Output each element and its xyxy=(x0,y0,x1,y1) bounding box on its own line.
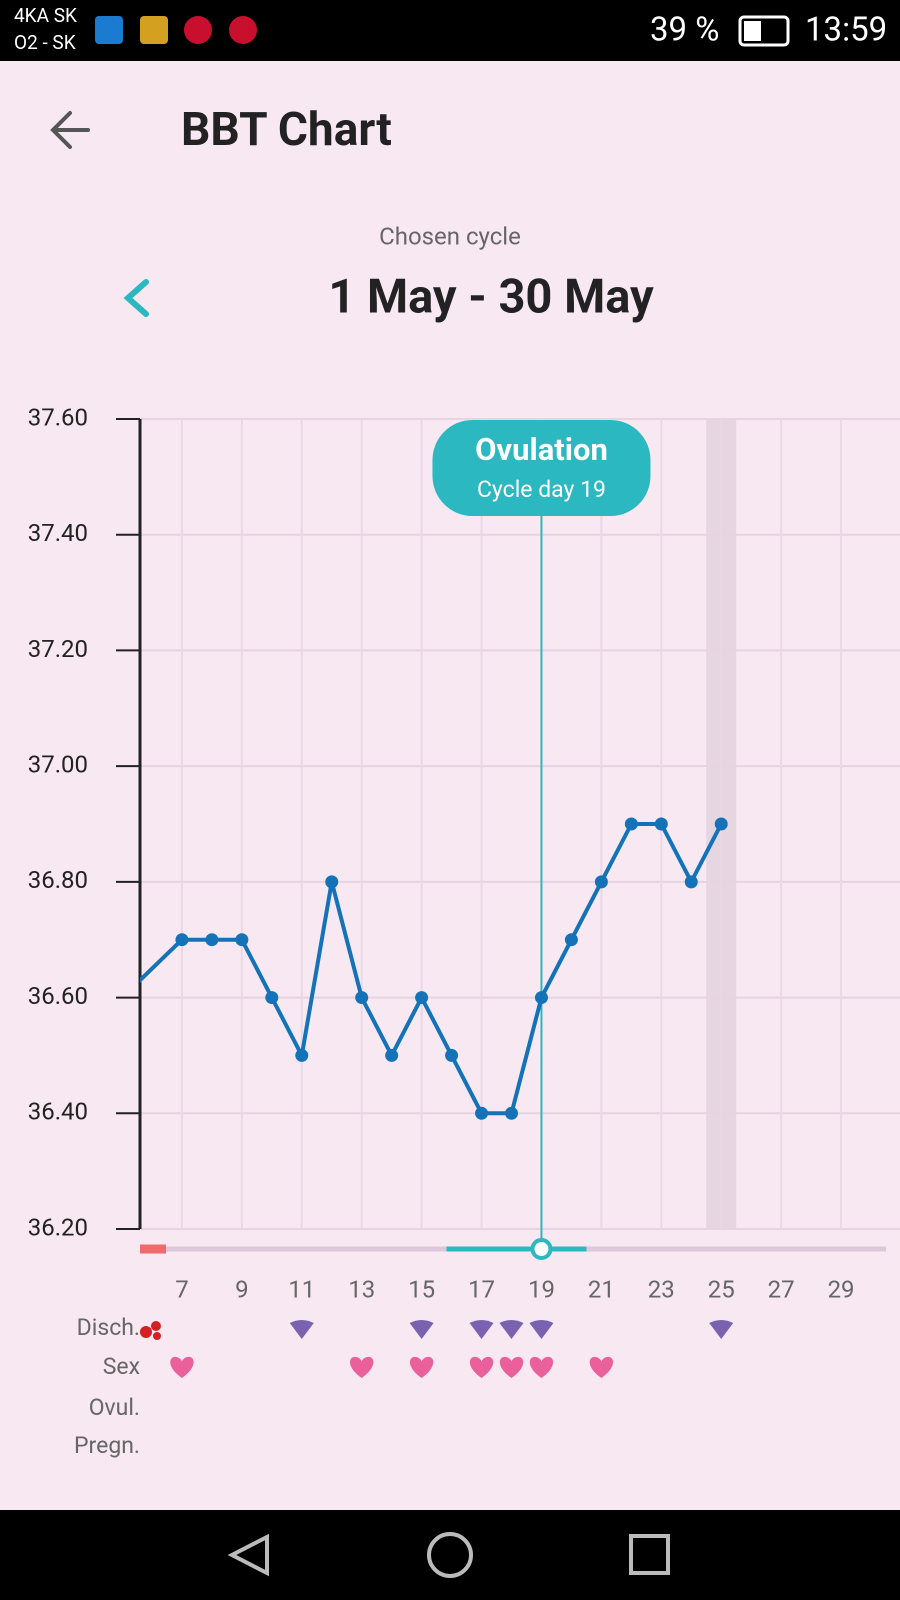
y-tick-label: 37.00 xyxy=(28,750,88,778)
temperature-point xyxy=(505,1106,519,1120)
temperature-point xyxy=(175,933,189,947)
temperature-point xyxy=(355,991,369,1005)
discharge-icon xyxy=(469,1320,494,1339)
temperature-point xyxy=(415,991,429,1005)
nav-back[interactable] xyxy=(227,1533,269,1577)
x-tick-label: 27 xyxy=(768,1275,795,1303)
sex-icon xyxy=(589,1356,614,1378)
bleeding-drop xyxy=(152,1332,161,1340)
nav-home[interactable] xyxy=(427,1532,473,1578)
x-tick-label: 9 xyxy=(235,1275,249,1303)
temperature-point xyxy=(445,1048,459,1062)
x-tick-label: 11 xyxy=(288,1275,315,1303)
temperature-point xyxy=(714,817,728,831)
ovulation-subtitle: Cycle day 19 xyxy=(477,476,606,503)
clock: 13:59 xyxy=(805,11,887,50)
discharge-icon xyxy=(409,1320,434,1339)
temperature-point xyxy=(265,991,279,1005)
row-label: Pregn. xyxy=(74,1432,140,1459)
y-tick-label: 36.40 xyxy=(28,1098,88,1126)
carrier: 4KA SK xyxy=(14,4,77,27)
nav-recent[interactable] xyxy=(629,1534,670,1575)
battery-icon xyxy=(738,15,790,47)
row-label: Sex xyxy=(103,1353,140,1380)
app-icon xyxy=(140,16,168,44)
x-tick-label: 15 xyxy=(408,1275,435,1303)
temperature-point xyxy=(624,817,638,831)
series xyxy=(140,817,728,1120)
row-label: Ovul. xyxy=(89,1394,140,1421)
sex-icon xyxy=(499,1356,524,1378)
temperature-point xyxy=(295,1048,309,1062)
temperature-point xyxy=(385,1048,399,1062)
status-bar xyxy=(0,0,900,61)
row-label: Disch. xyxy=(77,1314,140,1341)
temperature-point xyxy=(325,875,339,889)
sex-icon xyxy=(170,1356,194,1378)
cycle-label: Chosen cycle xyxy=(379,222,521,250)
y-tick-label: 36.80 xyxy=(28,866,88,894)
y-tick-label: 37.60 xyxy=(28,403,88,431)
temperature-point xyxy=(534,991,548,1005)
battery-level: 39 % xyxy=(650,11,719,50)
y-tick-label: 37.40 xyxy=(28,519,88,547)
temperature-point xyxy=(475,1106,489,1120)
x-tick-label: 17 xyxy=(468,1275,495,1303)
x-tick-label: 7 xyxy=(175,1275,189,1303)
x-tick-label: 25 xyxy=(708,1275,735,1303)
bleeding-drop xyxy=(150,1321,161,1331)
discharge-icon xyxy=(709,1320,734,1339)
nav-bar xyxy=(0,1510,900,1600)
previous-cycle[interactable] xyxy=(123,279,149,317)
y-tick-label: 36.60 xyxy=(28,982,88,1010)
back-button[interactable] xyxy=(50,111,90,149)
app-icon xyxy=(229,16,257,44)
header-title: BBT Chart xyxy=(181,103,392,157)
x-tick-label: 19 xyxy=(528,1275,555,1303)
sex-icon xyxy=(529,1356,554,1378)
temperature-line xyxy=(140,822,723,1116)
cycle-range: 1 May - 30 May xyxy=(328,269,654,324)
app-icon xyxy=(95,16,123,44)
discharge-icon xyxy=(529,1320,554,1339)
temperature-point xyxy=(564,933,578,947)
battery-icon xyxy=(744,21,761,41)
bleeding-icon xyxy=(139,1321,161,1340)
temperature-point xyxy=(684,875,698,889)
slider-handle[interactable] xyxy=(530,1238,553,1260)
temperature-point xyxy=(205,933,219,947)
discharge-icon xyxy=(499,1320,524,1339)
ovulation-title: Ovulation xyxy=(475,431,608,468)
x-tick-label: 29 xyxy=(828,1275,855,1303)
sex-icon xyxy=(409,1356,434,1378)
app-icon xyxy=(184,16,212,44)
discharge-icon xyxy=(289,1320,314,1339)
y-tick-label: 36.20 xyxy=(28,1213,88,1241)
temperature-point xyxy=(654,817,668,831)
x-tick-label: 21 xyxy=(588,1275,615,1303)
x-tick-label: 13 xyxy=(348,1275,375,1303)
bleeding-drop xyxy=(139,1326,152,1338)
y-tick-label: 37.20 xyxy=(28,635,88,663)
sex-icon xyxy=(350,1356,374,1378)
temperature-point xyxy=(235,933,249,947)
ovulation-badge xyxy=(432,420,651,516)
x-tick-label: 23 xyxy=(648,1275,675,1303)
temperature-point xyxy=(594,875,608,889)
sex-icon xyxy=(469,1356,494,1378)
carrier: O2 - SK xyxy=(14,31,76,54)
